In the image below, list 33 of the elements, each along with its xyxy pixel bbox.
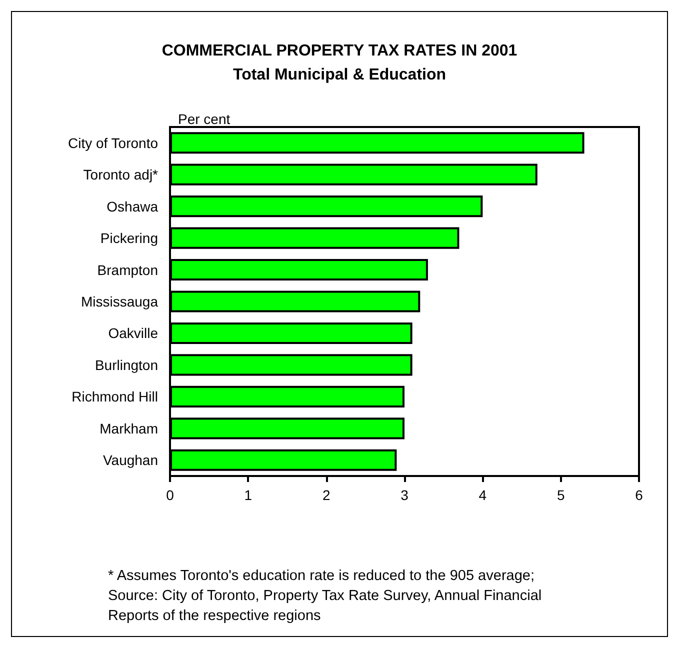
bar [170, 196, 483, 218]
bar [170, 290, 420, 312]
y-tick-label: Oakville [108, 325, 158, 342]
x-tick-label: 4 [478, 487, 487, 503]
y-tick-label: Mississauga [80, 294, 158, 310]
y-tick-label: Brampton [97, 262, 158, 278]
y-tick-label: Richmond Hill [72, 388, 158, 405]
x-tick-label: 3 [400, 487, 409, 503]
x-axis-title: Per cent [178, 111, 230, 127]
bar [170, 227, 460, 249]
chart-subtitle: Total Municipal & Education [232, 66, 446, 84]
y-tick-label: Vaughan [102, 452, 158, 468]
bar [170, 418, 404, 440]
bar [170, 322, 412, 344]
y-tick-label: Markham [100, 420, 158, 436]
y-tick-label: Pickering [100, 230, 158, 246]
x-tick-label: 1 [244, 487, 252, 503]
bar [170, 354, 412, 376]
x-tick-label: 2 [322, 487, 330, 503]
x-tick-label: 0 [166, 487, 174, 503]
x-tick-label: 6 [635, 487, 644, 503]
bar [170, 386, 404, 408]
bar [170, 449, 397, 471]
y-tick-label: Toronto adj* [83, 166, 159, 183]
bar [170, 132, 584, 154]
chart-title: COMMERCIAL PROPERTY TAX RATES IN 2001 [162, 42, 518, 60]
y-tick-label: City of Toronto [68, 134, 158, 151]
x-tick-label: 5 [556, 487, 565, 503]
y-tick-label: Burlington [94, 356, 158, 373]
bar [170, 258, 428, 281]
y-tick-label: Oshawa [106, 198, 158, 214]
bar [170, 164, 538, 186]
text: * Assumes Toronto's education rate is reduced to the 905 average; Source: City of Toronto, Property Tax Rate Survey, Annual Financial Reports of the respective regions [108, 567, 543, 626]
